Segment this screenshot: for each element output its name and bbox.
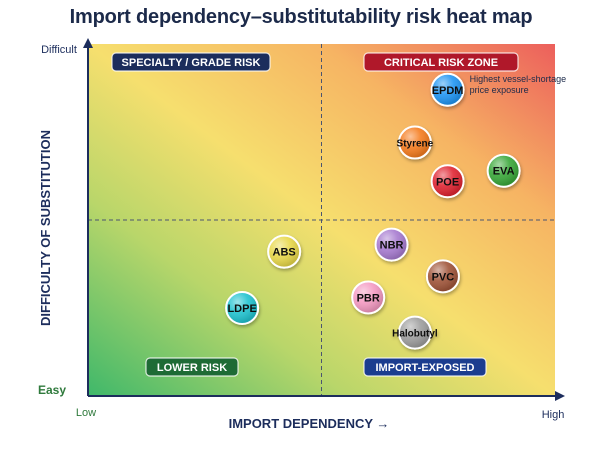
point-gloss (432, 166, 463, 197)
quadrant-label-bottom-left: LOWER RISK (145, 357, 239, 377)
annotation-line: Highest vessel-shortage (470, 74, 567, 84)
point-gloss (399, 127, 430, 158)
point-gloss (269, 236, 300, 267)
quadrant-badge-text: LOWER RISK (157, 362, 227, 374)
y-axis-arrow (83, 38, 93, 48)
data-point-eva: EVA (486, 153, 521, 188)
point-label: EPDM (432, 85, 464, 97)
point-label: PVC (432, 271, 455, 283)
annotation-line: price exposure (470, 85, 529, 95)
x-tick-high: High (542, 409, 565, 421)
data-point-styrene: Styrene (397, 125, 434, 160)
point-label: NBR (380, 240, 404, 252)
data-point-pvc: PVC (425, 259, 460, 294)
quadrant-label-top-right: CRITICAL RISK ZONE (363, 52, 519, 72)
data-point-nbr: NBR (374, 227, 409, 262)
point-gloss (488, 155, 519, 186)
data-point-epdm: EPDM (430, 72, 465, 107)
y-axis-title: DIFFICULTY OF SUBSTITUTION (38, 130, 53, 326)
x-tick-low: Low (76, 407, 96, 419)
point-label: PBR (357, 292, 380, 304)
quadrant-badge-text: IMPORT-EXPOSED (375, 362, 474, 374)
quadrant-label-bottom-right: IMPORT-EXPOSED (363, 357, 487, 377)
x-axis-title: IMPORT DEPENDENCY → (229, 416, 390, 431)
point-label: Styrene (397, 139, 434, 150)
point-gloss (432, 74, 463, 105)
x-axis-arrow (555, 391, 565, 401)
quadrant-badge (111, 52, 271, 72)
data-point-abs: ABS (267, 234, 302, 269)
point-gloss (376, 229, 407, 260)
point-label: EVA (493, 166, 515, 178)
y-tick-high: Difficult (41, 44, 77, 56)
point-label: POE (436, 176, 459, 188)
point-gloss (427, 261, 458, 292)
point-label: LDPE (227, 303, 256, 315)
point-gloss (353, 282, 384, 313)
quadrant-label-top-left: SPECIALTY / GRADE RISK (111, 52, 271, 72)
point-label: ABS (273, 247, 296, 259)
point-gloss (227, 293, 258, 323)
quadrant-badge (145, 357, 239, 377)
chart-title: Import dependency–substitutability risk … (69, 6, 533, 28)
point-gloss (399, 317, 430, 348)
quadrant-badge-text: CRITICAL RISK ZONE (384, 57, 498, 69)
quadrant-badge-text: SPECIALTY / GRADE RISK (122, 57, 261, 69)
data-point-pbr: PBR (351, 280, 386, 315)
quadrant-badge (363, 52, 519, 72)
data-point-poe: POE (430, 164, 465, 199)
data-point-ldpe: LDPE (225, 291, 260, 325)
quadrant-badge (363, 357, 487, 377)
y-tick-low: Easy (38, 383, 66, 397)
data-point-halobutyl: Halobutyl (392, 315, 438, 350)
point-label: Halobutyl (392, 329, 438, 340)
